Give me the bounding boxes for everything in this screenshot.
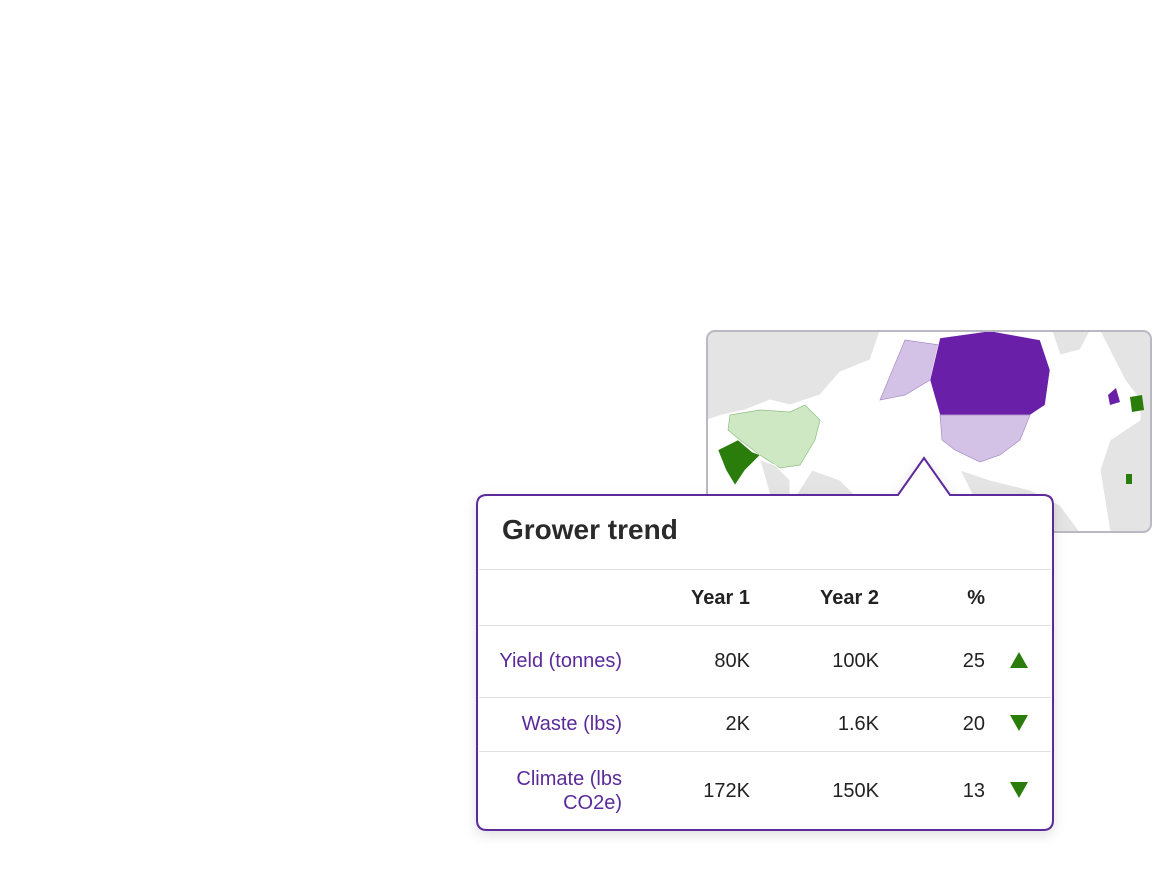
cell-value: 1.6K bbox=[837, 713, 879, 735]
trend-arrow bbox=[1010, 715, 1028, 731]
cell-value: 80K bbox=[714, 650, 750, 672]
cell-value: 100K bbox=[832, 650, 879, 672]
tooltip-card bbox=[476, 456, 1054, 831]
india bbox=[717, 439, 761, 486]
divider bbox=[479, 697, 1051, 698]
card-title: Grower trend bbox=[502, 514, 678, 545]
column-header: % bbox=[967, 587, 985, 609]
row-label: Waste (lbs) bbox=[521, 713, 622, 735]
column-header: Year 1 bbox=[691, 587, 750, 609]
cell-value: 150K bbox=[832, 779, 879, 802]
uk bbox=[1108, 388, 1120, 405]
row-label: Yield (tonnes) bbox=[499, 650, 622, 672]
trend-arrow bbox=[1010, 652, 1028, 668]
row-label: Climate (lbs CO2e) bbox=[516, 767, 622, 814]
trend-icon bbox=[1010, 715, 1028, 731]
germany bbox=[1130, 395, 1144, 412]
column-header: Year 2 bbox=[820, 587, 879, 609]
china bbox=[727, 404, 821, 469]
cell-value: 13 bbox=[962, 779, 985, 802]
trend-arrow bbox=[1010, 781, 1028, 798]
divider bbox=[479, 751, 1051, 752]
usa bbox=[939, 414, 1031, 463]
trend-icon bbox=[1010, 781, 1028, 798]
divider bbox=[479, 625, 1051, 626]
trend-icon bbox=[1010, 652, 1028, 668]
divider bbox=[479, 569, 1051, 570]
canada bbox=[929, 331, 1051, 416]
cell-value: 2K bbox=[725, 713, 750, 735]
cell-value: 20 bbox=[962, 713, 985, 735]
ghana bbox=[1126, 474, 1132, 484]
cell-value: 172K bbox=[703, 779, 750, 802]
cell-value: 25 bbox=[962, 650, 985, 672]
